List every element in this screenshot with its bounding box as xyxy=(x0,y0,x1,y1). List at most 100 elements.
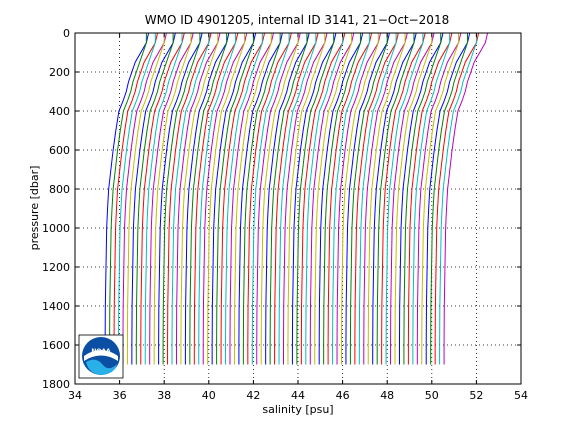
profile-line xyxy=(117,33,156,365)
profile-line xyxy=(122,32,167,365)
profile-line xyxy=(287,33,326,365)
profile-line xyxy=(376,33,415,365)
x-tick-label: 50 xyxy=(425,389,439,402)
profile-line xyxy=(425,32,471,365)
profile-line xyxy=(269,33,308,365)
y-tick-label: 1800 xyxy=(42,378,70,391)
profile-line xyxy=(175,32,221,365)
profile-line xyxy=(367,33,406,365)
profile-line xyxy=(434,32,480,365)
x-axis: 34 36 38 40 42 44 46 48 50 52 54 xyxy=(68,33,528,402)
y-tick-label: 200 xyxy=(49,66,70,79)
profile-line xyxy=(140,32,185,365)
profile-line xyxy=(171,33,210,365)
x-tick-label: 48 xyxy=(380,389,394,402)
profile-line xyxy=(291,32,337,365)
x-tick-label: 42 xyxy=(246,389,260,402)
profile-line xyxy=(443,32,489,365)
x-tick-label: 40 xyxy=(202,389,216,402)
x-tick-label: 36 xyxy=(113,389,127,402)
grid xyxy=(75,33,521,384)
profile-line xyxy=(349,33,388,365)
noaa-logo: NOAA xyxy=(78,334,124,379)
profile-line xyxy=(398,32,444,365)
y-tick-label: 1400 xyxy=(42,300,70,313)
profile-line xyxy=(372,32,417,365)
x-tick-label: 34 xyxy=(68,389,82,402)
profile-line xyxy=(421,33,460,365)
chart-title: WMO ID 4901205, internal ID 3141, 21−Oct… xyxy=(145,13,449,27)
profile-line xyxy=(430,33,468,365)
profile-line xyxy=(193,32,239,365)
profile-line xyxy=(354,32,399,365)
profile-line xyxy=(305,33,344,365)
profile-line xyxy=(363,32,408,365)
profile-line xyxy=(314,33,353,365)
profile-line xyxy=(229,32,274,365)
profile-line xyxy=(153,33,192,365)
profile-line xyxy=(260,33,299,365)
salinity-profiles xyxy=(104,32,489,365)
profile-line xyxy=(327,32,373,365)
profile-line xyxy=(158,32,203,365)
x-tick-label: 38 xyxy=(157,389,171,402)
profile-line xyxy=(135,33,174,365)
profile-line xyxy=(233,33,272,365)
profile-line xyxy=(256,32,301,365)
profile-line xyxy=(340,33,379,365)
profile-line xyxy=(167,32,212,365)
x-tick-label: 46 xyxy=(336,389,350,402)
profile-line xyxy=(211,32,257,365)
profile-line xyxy=(126,33,165,365)
profile-line xyxy=(109,33,147,365)
profile-line xyxy=(131,32,176,365)
x-tick-label: 44 xyxy=(291,389,305,402)
profile-line xyxy=(390,32,435,365)
profile-line xyxy=(207,33,245,365)
profile-line xyxy=(318,32,364,365)
noaa-logo-text: NOAA xyxy=(91,348,111,355)
y-axis: 0 200 400 600 800 1000 1200 1400 1600 1800 xyxy=(42,27,521,391)
profile-line xyxy=(439,33,477,365)
profile-line xyxy=(407,32,453,365)
profile-line xyxy=(381,32,426,365)
profile-line xyxy=(403,33,442,365)
y-tick-label: 600 xyxy=(49,144,70,157)
profile-line xyxy=(416,32,462,365)
profile-line xyxy=(309,32,355,365)
y-tick-label: 400 xyxy=(49,105,70,118)
profile-line xyxy=(332,33,370,365)
x-tick-label: 52 xyxy=(469,389,483,402)
profile-line xyxy=(184,32,230,365)
profile-line xyxy=(283,32,328,365)
profile-line xyxy=(300,32,346,365)
profile-line xyxy=(189,33,228,365)
profile-line xyxy=(278,33,317,365)
profile-line xyxy=(104,32,150,365)
profile-line xyxy=(216,33,254,365)
profile-line xyxy=(144,33,183,365)
profile-line xyxy=(198,33,237,365)
profile-line xyxy=(265,32,310,365)
profile-line xyxy=(296,33,335,365)
profile-line xyxy=(394,33,433,365)
profile-line xyxy=(238,32,283,365)
y-tick-label: 0 xyxy=(63,27,70,40)
profile-line xyxy=(180,33,219,365)
profile-line xyxy=(385,33,424,365)
profile-line xyxy=(225,33,263,365)
profile-line xyxy=(162,33,201,365)
y-tick-label: 1000 xyxy=(42,222,70,235)
profile-line xyxy=(247,32,292,365)
profile-line xyxy=(358,33,397,365)
profile-line xyxy=(220,32,266,365)
x-tick-label: 54 xyxy=(514,389,528,402)
profile-line xyxy=(323,33,361,365)
y-tick-label: 1600 xyxy=(42,339,70,352)
profile-line xyxy=(202,32,248,365)
profile-line xyxy=(242,33,281,365)
profile-line xyxy=(113,32,158,365)
profile-line xyxy=(149,32,194,365)
profile-line xyxy=(251,33,290,365)
